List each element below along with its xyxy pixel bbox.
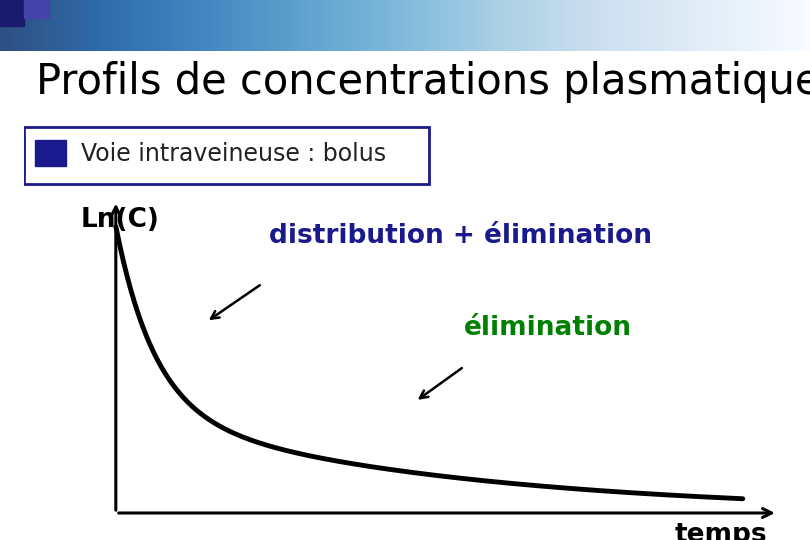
Bar <box>0 0 24 25</box>
Bar <box>35 140 66 166</box>
Text: Profils de concentrations plasmatiques: Profils de concentrations plasmatiques <box>36 62 810 104</box>
Text: temps: temps <box>675 522 767 540</box>
Text: Voie intraveineuse : bolus: Voie intraveineuse : bolus <box>81 142 386 166</box>
Text: élimination: élimination <box>464 315 632 341</box>
Bar <box>24 0 49 18</box>
FancyBboxPatch shape <box>24 127 428 184</box>
Text: distribution + élimination: distribution + élimination <box>269 223 652 249</box>
Text: Ln(C): Ln(C) <box>81 207 160 233</box>
